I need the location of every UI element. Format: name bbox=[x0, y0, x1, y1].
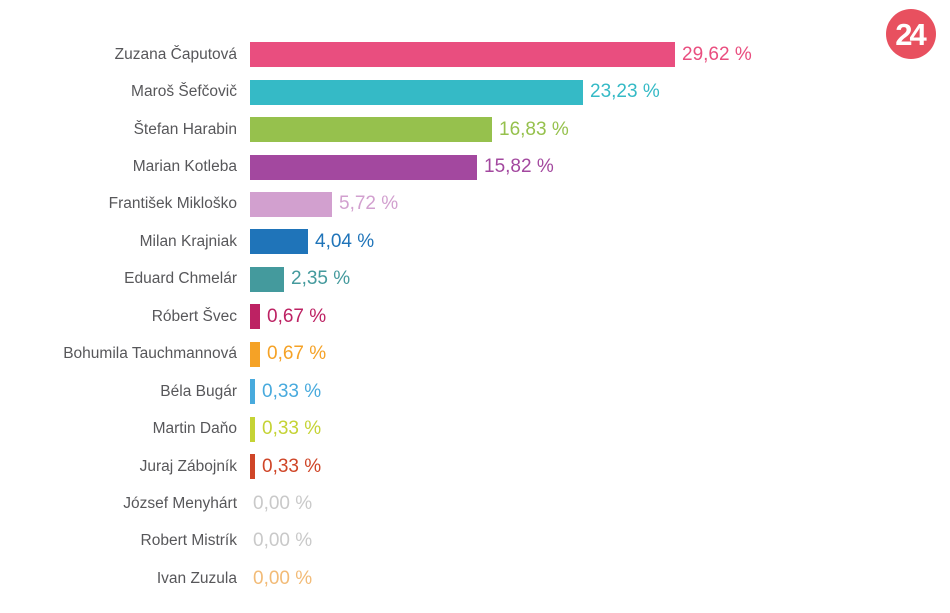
bar-zone: 0,67 % bbox=[250, 336, 326, 373]
bar-zone: 5,72 % bbox=[250, 186, 398, 223]
chart-row: Ivan Zuzula 0,00 % bbox=[0, 560, 950, 597]
value-label: 0,00 % bbox=[253, 492, 313, 514]
bar-zone: 15,82 % bbox=[250, 148, 554, 185]
value-label: 5,72 % bbox=[339, 193, 399, 215]
candidate-name: František Mikloško bbox=[108, 195, 237, 213]
logo-24-badge: 24 bbox=[886, 9, 936, 59]
candidate-name: József Menyhárt bbox=[123, 494, 237, 512]
chart-row: Marian Kotleba 15,82 % bbox=[0, 148, 950, 185]
candidate-name: Milan Krajniak bbox=[139, 232, 237, 250]
logo-24-text: 24 bbox=[895, 16, 927, 52]
result-bar bbox=[250, 416, 255, 442]
value-label: 29,62 % bbox=[682, 43, 752, 65]
chart-row: Róbert Švec 0,67 % bbox=[0, 298, 950, 335]
chart-row: Bohumila Tauchmannová 0,67 % bbox=[0, 336, 950, 373]
candidate-name: Eduard Chmelár bbox=[124, 270, 237, 288]
candidate-name: Juraj Zábojník bbox=[139, 457, 237, 475]
chart-row: Martin Daňo 0,33 % bbox=[0, 410, 950, 447]
bar-zone: 29,62 % bbox=[250, 36, 752, 73]
candidate-name: Zuzana Čaputová bbox=[114, 45, 237, 63]
value-label: 0,67 % bbox=[267, 343, 327, 365]
result-bar bbox=[250, 117, 492, 143]
result-bar bbox=[250, 79, 583, 105]
result-bar bbox=[250, 341, 260, 367]
bar-zone: 0,33 % bbox=[250, 373, 321, 410]
candidate-name: Béla Bugár bbox=[160, 382, 237, 400]
chart-row: Milan Krajniak 4,04 % bbox=[0, 223, 950, 260]
chart-row: Eduard Chmelár 2,35 % bbox=[0, 261, 950, 298]
chart-row: Zuzana Čaputová 29,62 % bbox=[0, 36, 950, 73]
chart-row: Robert Mistrík 0,00 % bbox=[0, 523, 950, 560]
value-label: 0,67 % bbox=[267, 305, 327, 327]
result-bar bbox=[250, 379, 255, 405]
candidate-name: Bohumila Tauchmannová bbox=[63, 345, 237, 363]
value-label: 0,33 % bbox=[262, 418, 322, 440]
chart-row: František Mikloško 5,72 % bbox=[0, 186, 950, 223]
value-label: 0,00 % bbox=[253, 530, 313, 552]
result-bar bbox=[250, 229, 308, 255]
candidate-name: Róbert Švec bbox=[151, 307, 237, 325]
bar-zone: 0,33 % bbox=[250, 410, 321, 447]
candidate-name: Štefan Harabin bbox=[133, 120, 237, 138]
candidate-name: Maroš Šefčovič bbox=[131, 83, 237, 101]
bar-zone: 16,83 % bbox=[250, 111, 569, 148]
bar-zone: 0,00 % bbox=[250, 560, 312, 597]
candidate-name: Marian Kotleba bbox=[132, 158, 237, 176]
result-bar bbox=[250, 454, 255, 480]
chart-row: Béla Bugár 0,33 % bbox=[0, 373, 950, 410]
candidate-name: Robert Mistrík bbox=[140, 532, 237, 550]
value-label: 0,33 % bbox=[262, 455, 322, 477]
result-bar bbox=[250, 304, 260, 330]
candidate-name: Ivan Zuzula bbox=[156, 569, 237, 587]
chart-row: Maroš Šefčovič 23,23 % bbox=[0, 73, 950, 110]
chart-row: Štefan Harabin 16,83 % bbox=[0, 111, 950, 148]
bar-zone: 0,33 % bbox=[250, 448, 321, 485]
value-label: 0,33 % bbox=[262, 380, 322, 402]
bar-zone: 2,35 % bbox=[250, 261, 350, 298]
bar-zone: 4,04 % bbox=[250, 223, 374, 260]
chart-row: József Menyhárt 0,00 % bbox=[0, 485, 950, 522]
value-label: 15,82 % bbox=[484, 156, 554, 178]
candidate-name: Martin Daňo bbox=[152, 420, 237, 438]
bar-zone: 0,00 % bbox=[250, 523, 312, 560]
result-bar bbox=[250, 191, 332, 217]
result-bar bbox=[250, 266, 284, 292]
bar-chart: Zuzana Čaputová 29,62 % Maroš Šefčovič 2… bbox=[0, 36, 950, 598]
bar-zone: 23,23 % bbox=[250, 73, 660, 110]
value-label: 2,35 % bbox=[291, 268, 351, 290]
value-label: 23,23 % bbox=[590, 81, 660, 103]
bar-zone: 0,00 % bbox=[250, 485, 312, 522]
value-label: 16,83 % bbox=[499, 118, 569, 140]
result-bar bbox=[250, 154, 477, 180]
chart-row: Juraj Zábojník 0,33 % bbox=[0, 448, 950, 485]
result-bar bbox=[250, 42, 675, 68]
bar-zone: 0,67 % bbox=[250, 298, 326, 335]
value-label: 0,00 % bbox=[253, 567, 313, 589]
value-label: 4,04 % bbox=[315, 230, 375, 252]
